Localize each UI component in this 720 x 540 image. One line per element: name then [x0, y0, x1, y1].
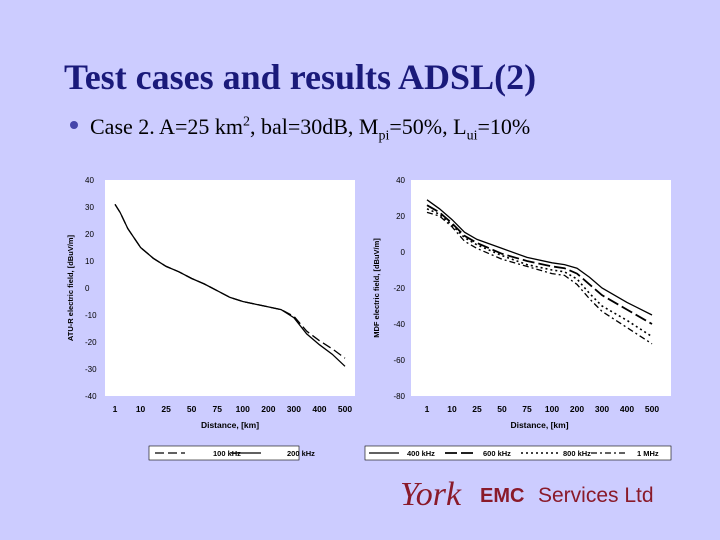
x-tick-label: 500 [338, 404, 352, 414]
y-tick-label: 0 [85, 284, 90, 293]
x-tick-label: 500 [645, 404, 659, 414]
series-line-400-khz [426, 199, 653, 316]
legend-label: 200 kHz [287, 449, 315, 458]
y-tick-label: -80 [393, 392, 405, 401]
y-tick-label: -20 [393, 284, 405, 293]
x-tick-label: 25 [472, 404, 482, 414]
y-tick-label: 10 [85, 257, 94, 266]
logo-york-text: York [400, 476, 462, 513]
plot-area [105, 180, 355, 396]
y-axis-title: ATU-R electric field, [dBuV/m] [66, 234, 75, 341]
x-tick-label: 400 [620, 404, 634, 414]
y-tick-label: -40 [85, 392, 97, 401]
y-tick-label: 20 [85, 230, 94, 239]
legend-box [148, 445, 300, 461]
x-tick-label: 200 [261, 404, 275, 414]
x-tick-label: 300 [287, 404, 301, 414]
x-tick-label: 100 [545, 404, 559, 414]
logo-emc-text: EMC [480, 485, 525, 507]
x-axis-title: Distance, [km] [510, 420, 568, 430]
logo-services-text: Services Ltd [538, 484, 654, 507]
y-tick-label: 30 [85, 203, 94, 212]
x-tick-label: 75 [522, 404, 532, 414]
york-emc-logo: York EMC Services Ltd [400, 476, 680, 516]
y-tick-label: -30 [85, 365, 97, 374]
bullet-case-description: Case 2. A=25 km2, bal=30dB, Mpi=50%, Lui… [70, 114, 530, 144]
legend-label: 800 kHz [563, 449, 591, 458]
series-line-1-mhz [426, 211, 653, 345]
x-tick-label: 1 [425, 404, 430, 414]
x-tick-label: 75 [212, 404, 222, 414]
y-tick-label: -60 [393, 356, 405, 365]
y-tick-label: -20 [85, 338, 97, 347]
case-text-part4: =10% [477, 114, 531, 139]
x-tick-label: 200 [570, 404, 584, 414]
y-tick-label: -10 [85, 311, 97, 320]
x-tick-label: 50 [497, 404, 507, 414]
series-line-200-khz [114, 203, 346, 367]
x-tick-label: 300 [595, 404, 609, 414]
legend-label: 1 MHz [637, 449, 659, 458]
x-tick-label: 50 [187, 404, 197, 414]
y-tick-label: 0 [401, 248, 406, 257]
bullet-dot-icon [70, 121, 78, 129]
y-tick-label: -40 [393, 320, 405, 329]
x-tick-label: 10 [136, 404, 146, 414]
legend-label: 100 kHz [213, 449, 241, 458]
slide-title: Test cases and results ADSL(2) [64, 57, 537, 97]
legend-label: 400 kHz [407, 449, 435, 458]
case-text-sup: 2 [242, 114, 250, 130]
plot-area [411, 180, 671, 396]
y-tick-label: 40 [396, 176, 405, 185]
x-tick-label: 100 [236, 404, 250, 414]
series-line-600-khz [426, 204, 653, 325]
x-tick-label: 10 [447, 404, 457, 414]
y-tick-label: 20 [396, 212, 405, 221]
legend-label: 600 kHz [483, 449, 511, 458]
x-tick-label: 1 [113, 404, 118, 414]
case-text-part1: Case 2. A=25 km [90, 114, 243, 139]
x-axis-title: Distance, [km] [201, 420, 259, 430]
case-text-part3: =50%, L [389, 114, 467, 139]
y-axis-title: MDF electric field, [dBuV/m] [372, 238, 381, 338]
y-tick-label: 40 [85, 176, 94, 185]
legend-box [364, 445, 672, 461]
case-text-sub-pi: pi [378, 128, 390, 144]
x-tick-label: 25 [161, 404, 171, 414]
case-text-sub-ui: ui [466, 128, 478, 144]
x-tick-label: 400 [312, 404, 326, 414]
mdf-chart: 40 20 0 -20 -40 -60 -80 1 10 25 50 75 100 200 300 400 50… [363, 165, 674, 465]
atu-r-chart: 40 30 20 10 0 -10 -20 -30 -40 1 10 25 50 75 100 200 300 4… [63, 165, 358, 465]
case-text-part2: , bal=30dB, M [249, 114, 379, 139]
